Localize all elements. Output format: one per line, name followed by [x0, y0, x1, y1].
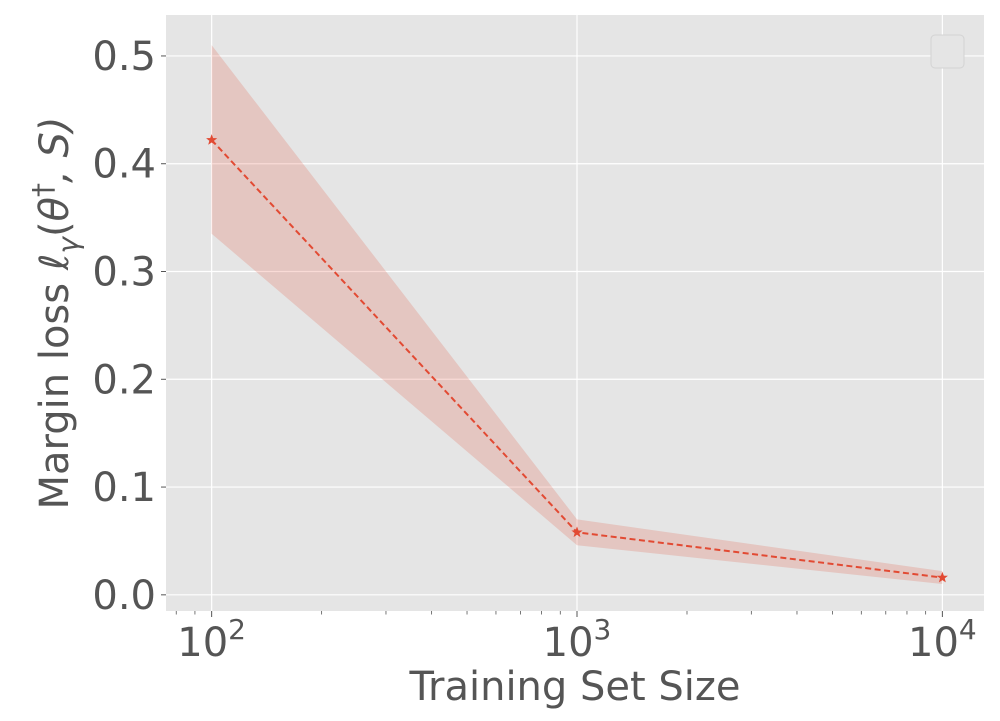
x-tick-label-base: 10 — [908, 620, 959, 666]
y-axis-label-open: ( — [32, 221, 78, 237]
y-tick-label: 0.1 — [92, 465, 156, 511]
x-axis-label: Training Set Size — [408, 664, 740, 710]
y-axis-label-theta: θ — [32, 197, 78, 221]
x-tick-label: 104 — [908, 613, 977, 666]
y-axis-label: Margin loss ℓγ(θ†, S) — [26, 117, 85, 510]
x-axis-ticks: 102 103 104 — [175, 611, 977, 666]
y-axis-label-prefix: Margin loss — [32, 270, 78, 509]
y-tick-label: 0.0 — [92, 573, 156, 619]
x-tick-label-exponent: 2 — [228, 613, 246, 646]
x-tick-label-base: 10 — [177, 620, 228, 666]
y-tick-label: 0.3 — [92, 250, 156, 296]
confidence-band — [211, 45, 943, 585]
y-axis-label-ell: ℓ — [32, 254, 78, 272]
y-axis-label-gamma: γ — [52, 236, 85, 254]
series-markers — [206, 134, 948, 583]
y-tick-label: 0.5 — [92, 34, 156, 80]
grid-lines — [166, 15, 984, 611]
data-point-marker — [571, 526, 583, 538]
legend-box — [930, 34, 965, 69]
y-axis-ticks: 0.0 0.1 0.2 0.3 0.4 0.5 — [92, 34, 166, 619]
x-tick-label-exponent: 4 — [959, 613, 977, 646]
data-point-marker — [206, 134, 218, 145]
x-tick-label: 103 — [543, 613, 612, 666]
x-tick-label: 102 — [177, 613, 246, 666]
data-point-marker — [936, 571, 948, 583]
confidence-bands — [211, 45, 943, 585]
plot-area — [166, 15, 984, 611]
y-tick-label: 0.2 — [92, 357, 156, 403]
y-tick-label: 0.4 — [92, 142, 156, 188]
y-axis-label-rest: , S) — [32, 117, 78, 183]
x-tick-label-base: 10 — [543, 620, 594, 666]
y-axis-label-dagger: † — [26, 183, 59, 197]
x-tick-label-exponent: 3 — [594, 613, 612, 646]
